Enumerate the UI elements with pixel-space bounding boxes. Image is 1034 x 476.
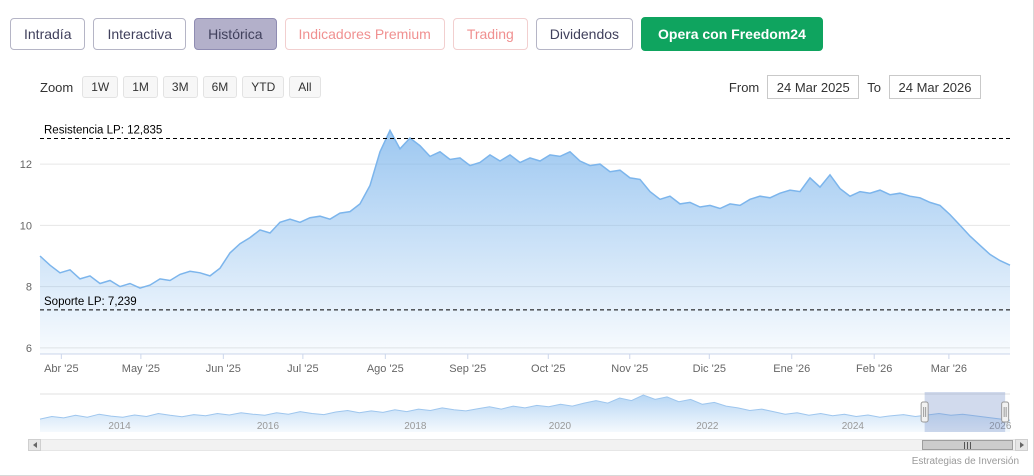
zoom-button-3m[interactable]: 3M [162, 76, 198, 98]
x-axis-label: Dic '25 [693, 363, 726, 375]
scrollbar-right-arrow[interactable] [1015, 439, 1028, 451]
zoom-button-6m[interactable]: 6M [202, 76, 238, 98]
navigator-handle-right[interactable] [1001, 401, 1010, 423]
x-axis-label: Oct '25 [531, 363, 566, 375]
from-label: From [728, 79, 760, 95]
x-axis-label: Sep '25 [449, 363, 486, 375]
zoom-button-all[interactable]: All [289, 76, 321, 98]
navigator-year-label: 2024 [842, 421, 865, 432]
zoom-button-1m[interactable]: 1M [123, 76, 158, 98]
y-axis-label: 6 [26, 343, 32, 355]
navigator-area [40, 395, 1010, 432]
annotation-label: Soporte LP: 7,239 [44, 296, 137, 308]
tab-trading[interactable]: Trading [452, 18, 528, 50]
x-axis-label: Ago '25 [367, 363, 404, 375]
navigator-year-label: 2014 [108, 421, 131, 432]
to-date-input[interactable] [889, 75, 981, 99]
x-axis-label: Mar '26 [931, 363, 967, 375]
chart-plot-area[interactable] [40, 112, 1010, 354]
tab-interactiva[interactable]: Interactiva [93, 18, 187, 50]
price-line [39, 128, 1011, 289]
zoom-buttons: 1W 1M 3M 6M YTD All [82, 76, 321, 98]
from-date-input[interactable] [767, 75, 860, 99]
navigator-line [39, 394, 1011, 421]
to-label: To [867, 79, 881, 95]
right-arrow-icon [1019, 442, 1024, 448]
scrollbar[interactable] [28, 439, 1028, 451]
scrollbar-thumb[interactable] [922, 440, 1014, 450]
zoom-group: Zoom 1W 1M 3M 6M YTD All [40, 76, 321, 98]
annotation-label: Resistencia LP: 12,835 [44, 124, 162, 136]
x-axis-label: Jun '25 [206, 363, 241, 375]
x-axis-label: Nov '25 [611, 363, 648, 375]
left-arrow-icon [32, 442, 37, 448]
price-area [40, 130, 1010, 354]
y-axis-label: 8 [26, 282, 32, 294]
watermark-credit: Estrategias de Inversión [911, 456, 1019, 467]
navigator-year-label: 2022 [696, 421, 719, 432]
tab-historica[interactable]: Histórica [194, 18, 277, 50]
zoom-button-ytd[interactable]: YTD [242, 76, 285, 98]
navigator-handle-left[interactable] [920, 401, 929, 423]
x-axis-label: May '25 [122, 363, 160, 375]
y-axis-label: 10 [20, 220, 32, 232]
navigator-selection[interactable] [924, 392, 1006, 432]
tab-indicadores-premium[interactable]: Indicadores Premium [284, 18, 445, 50]
navigator-year-label: 2020 [549, 421, 572, 432]
navigator-year-label: 2026 [989, 421, 1012, 432]
navigator-svg[interactable]: 2014 2016 2018 2020 2022 2024 2026 [0, 392, 1034, 438]
x-axis-label: Ene '26 [773, 363, 810, 375]
scrollbar-left-arrow[interactable] [28, 439, 41, 451]
grip-icon [967, 441, 969, 449]
navigator-year-label: 2016 [257, 421, 280, 432]
tab-dividendos[interactable]: Dividendos [535, 18, 634, 50]
x-axis-label: Abr '25 [44, 363, 79, 375]
x-axis-label: Feb '26 [856, 363, 892, 375]
date-range-group: From To [729, 75, 981, 99]
zoom-button-1w[interactable]: 1W [82, 76, 119, 98]
cta-opera-freedom24[interactable]: Opera con Freedom24 [641, 17, 823, 51]
tab-intradia[interactable]: Intradía [10, 18, 86, 50]
zoom-label: Zoom [40, 79, 74, 95]
tab-bar: Intradía Interactiva Histórica Indicadores … [10, 17, 823, 51]
y-axis-label: 12 [20, 159, 32, 171]
x-axis-label: Jul '25 [287, 363, 318, 375]
scrollbar-track[interactable] [41, 439, 1015, 451]
price-chart-svg[interactable]: 6 8 10 12 Abr '25 May '25 Jun '25 Jul '25 Ago '2… [0, 98, 1034, 386]
navigator-year-label: 2018 [404, 421, 427, 432]
